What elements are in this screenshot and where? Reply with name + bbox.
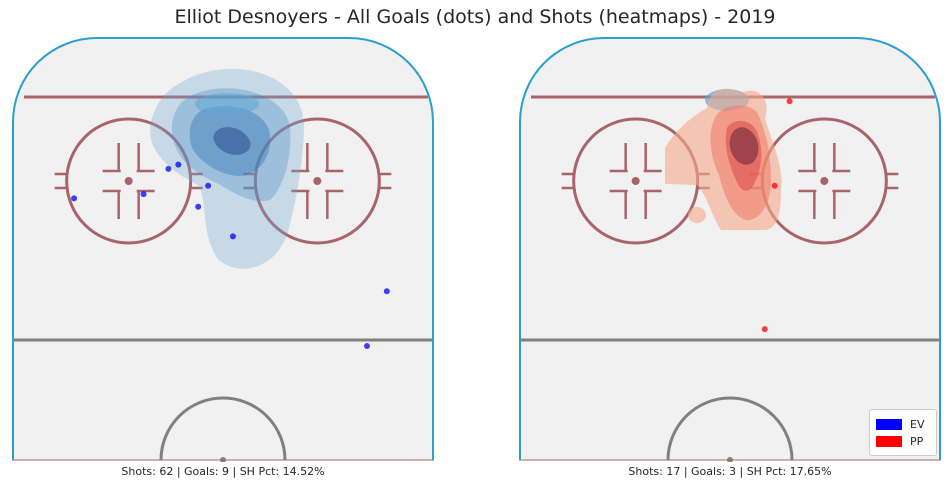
goal-point-ev bbox=[383, 288, 390, 295]
goal-point-ev bbox=[229, 233, 236, 240]
heat-peak bbox=[729, 127, 759, 165]
faceoff-circle bbox=[65, 117, 193, 245]
goal-point-pp bbox=[771, 182, 778, 189]
goal-point-ev bbox=[165, 165, 172, 172]
heat-blob bbox=[688, 207, 706, 223]
goal-point-pp bbox=[786, 98, 793, 105]
faceoff-dot bbox=[124, 177, 133, 185]
boards bbox=[519, 37, 941, 460]
chart-title: Elliot Desnoyers - All Goals (dots) and … bbox=[174, 6, 776, 28]
rink-right bbox=[519, 37, 941, 462]
goal-point-ev bbox=[363, 343, 370, 350]
goal-point-ev bbox=[140, 191, 147, 198]
legend-label-ev: EV bbox=[910, 417, 925, 431]
faceoff-dot bbox=[313, 177, 322, 185]
heat-net-front bbox=[195, 93, 259, 115]
left-caption: Shots: 62 | Goals: 9 | SH Pct: 14.52% bbox=[121, 465, 325, 478]
goal-point-ev bbox=[175, 161, 182, 168]
faceoff-circle-left bbox=[54, 117, 203, 245]
faceoff-dot bbox=[631, 177, 640, 185]
faceoff-circle bbox=[253, 117, 381, 245]
center-circle bbox=[666, 396, 794, 461]
goal-point-ev bbox=[71, 195, 78, 202]
goal-point-ev bbox=[195, 203, 202, 210]
rink-left bbox=[12, 37, 434, 462]
center-circle bbox=[159, 396, 287, 461]
faceoff-circle-right bbox=[243, 117, 392, 245]
legend-label-pp: PP bbox=[910, 434, 924, 448]
legend-item-pp: PP bbox=[876, 434, 923, 448]
boards bbox=[12, 37, 434, 460]
legend: EV PP bbox=[869, 409, 937, 456]
legend-item-ev: EV bbox=[876, 417, 924, 431]
right-caption: Shots: 17 | Goals: 3 | SH Pct: 17.65% bbox=[628, 465, 832, 478]
heatmap-blue bbox=[150, 68, 304, 269]
heat-peak bbox=[213, 127, 251, 155]
goal-point-ev bbox=[205, 182, 212, 189]
legend-swatch-pp bbox=[876, 435, 902, 447]
heat-level bbox=[150, 68, 304, 269]
faceoff-dot bbox=[820, 177, 829, 185]
goal-point-pp bbox=[761, 326, 768, 333]
heatmap-red bbox=[665, 88, 782, 230]
legend-swatch-ev bbox=[876, 418, 902, 430]
